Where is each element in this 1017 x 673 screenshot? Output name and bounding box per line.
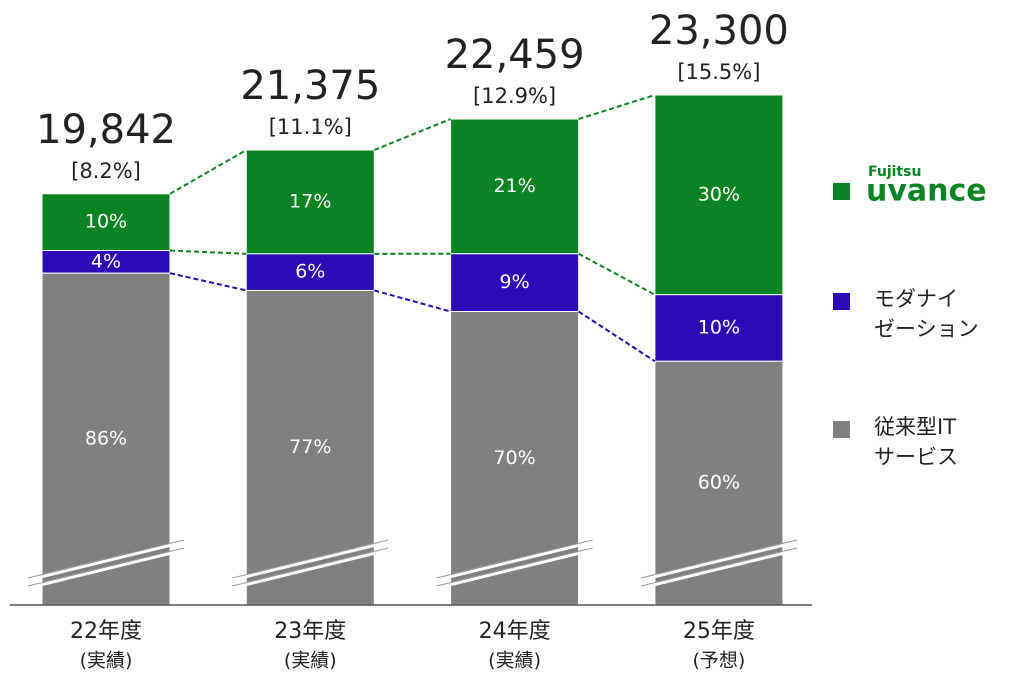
bar-segment — [450, 253, 580, 313]
axis-break — [27, 540, 185, 582]
bar-segment — [654, 294, 784, 362]
connector — [578, 310, 656, 363]
ratio-label: [11.1%] — [269, 115, 352, 139]
x-tick-label: 25年度 — [683, 619, 755, 644]
axis-break-edge — [232, 547, 389, 587]
axis-break-edge — [27, 547, 185, 587]
legend-label: 従来型IT — [874, 415, 956, 439]
segment-label: 10% — [85, 211, 127, 233]
bar-segment — [245, 253, 375, 291]
legend-label: モダナイ — [874, 287, 958, 311]
bar-segment — [41, 193, 171, 251]
x-tick-label: 23年度 — [274, 619, 346, 644]
axis-break — [231, 540, 389, 582]
x-tick-note: (実績) — [488, 650, 541, 672]
connector — [578, 252, 656, 296]
segment-label: 10% — [698, 317, 740, 339]
x-tick-note: (実績) — [284, 650, 337, 672]
axis-break — [436, 540, 593, 582]
segment-label: 86% — [85, 428, 127, 450]
axis-break — [231, 548, 389, 590]
legend-label: Fujitsu — [868, 164, 921, 180]
total-label: 21,375 — [240, 63, 380, 109]
connector — [169, 149, 247, 195]
total-label: 22,459 — [445, 32, 585, 78]
ratio-label: [8.2%] — [71, 159, 141, 183]
bar-segment — [450, 118, 580, 255]
legend-label: ゼーション — [874, 317, 979, 341]
segment-label: 4% — [91, 250, 121, 272]
ratio-label: [15.5%] — [677, 60, 760, 84]
segment-label: 21% — [493, 175, 535, 197]
axis-break — [436, 548, 593, 590]
segment-label: 30% — [698, 183, 740, 205]
segment-label: 70% — [493, 447, 535, 469]
connector — [169, 249, 247, 255]
legend-label: サービス — [874, 445, 958, 469]
axis-break-edge — [27, 539, 185, 579]
segment-label: 6% — [295, 261, 325, 283]
x-tick-label: 24年度 — [479, 619, 551, 644]
total-label: 23,300 — [649, 8, 789, 54]
x-tick-note: (予想) — [692, 650, 745, 672]
axis-break-edge — [640, 539, 798, 579]
legend-swatch — [833, 293, 850, 310]
connector — [578, 94, 656, 120]
bar-segment — [245, 289, 375, 606]
axis-break-edge — [436, 547, 593, 587]
legend-swatch — [833, 183, 850, 200]
axis-break — [640, 540, 798, 582]
total-label: 19,842 — [36, 107, 176, 153]
axis-break-edge — [232, 539, 389, 579]
segment-label: 60% — [698, 472, 740, 494]
axis-break-edge — [436, 539, 593, 579]
connector — [374, 289, 451, 313]
axis-break-edge — [640, 547, 798, 587]
bar-segment — [654, 94, 784, 296]
bar-segment — [654, 360, 784, 606]
segment-label: 17% — [289, 190, 331, 212]
legend-label: uvance — [866, 174, 987, 209]
bar-segment — [245, 149, 375, 255]
connector — [373, 118, 451, 151]
x-tick-note: (実績) — [80, 650, 133, 672]
axis-break — [27, 548, 185, 590]
segment-label: 9% — [500, 271, 530, 293]
ratio-label: [12.9%] — [473, 84, 556, 108]
legend-swatch — [833, 421, 850, 438]
segment-label: 77% — [289, 436, 331, 458]
bar-segment — [450, 311, 580, 606]
connector — [169, 272, 247, 292]
x-tick-label: 22年度 — [70, 619, 142, 644]
axis-break — [640, 548, 798, 590]
